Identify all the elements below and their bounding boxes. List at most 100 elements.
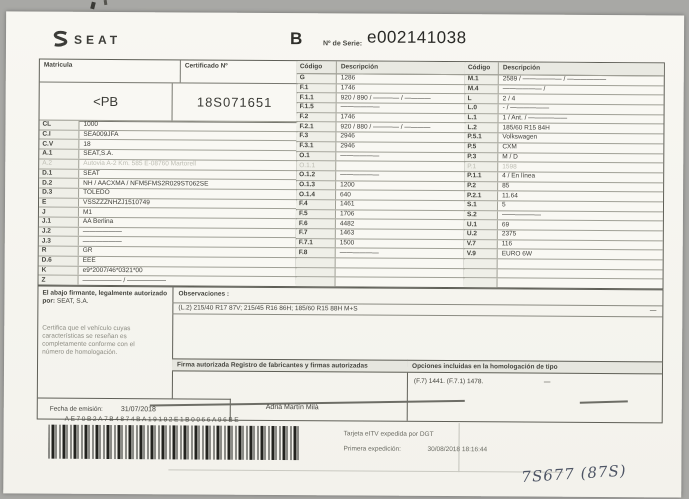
descripcion-header: Descripción — [340, 63, 379, 71]
row-value: 1746 — [340, 84, 356, 92]
row-code: O.1.2 — [296, 170, 337, 180]
codigo-header: Código — [464, 62, 499, 75]
row-code: D.1 — [39, 169, 80, 179]
pen-stroke — [579, 400, 628, 404]
row-code: M.4 — [464, 84, 499, 94]
signature-section: El abajo firmante, legalmente autorizado… — [36, 285, 664, 424]
row-value — [498, 264, 663, 265]
row-code: C.V — [39, 139, 80, 149]
row-code — [295, 277, 336, 287]
row-value — [498, 273, 663, 274]
row-code — [295, 267, 336, 277]
row-code: S.2 — [463, 210, 498, 220]
row-code — [463, 268, 498, 278]
row-value: —————— — [340, 103, 380, 112]
observaciones-row: (L.2) 215/40 R17 87V; 215/45 R16 86H; 18… — [172, 302, 663, 318]
row-code: L.2 — [464, 123, 499, 133]
opciones-value: (F.7) 1441. (F.7.1) 1478. — [413, 377, 484, 386]
row-code — [295, 258, 336, 268]
row-code: F.1.5 — [296, 103, 337, 113]
row-code: CL — [39, 120, 80, 130]
opciones-header: Opciones incluidas en la homologación de… — [406, 359, 663, 375]
row-value — [336, 166, 464, 167]
row-code: A.2 — [39, 159, 80, 169]
observaciones-label: Observaciones : — [178, 290, 230, 298]
divider-line — [168, 469, 564, 473]
row-code: R — [38, 246, 79, 256]
brand-name: SEAT — [73, 32, 122, 47]
row-code: F.2.1 — [296, 122, 337, 132]
observaciones-value: (L.2) 215/40 R17 87V; 215/45 R16 86H; 18… — [178, 304, 358, 313]
row-code: F.8 — [295, 248, 336, 258]
row-code: C.I — [39, 130, 80, 140]
row-code: P.3 — [464, 152, 499, 162]
row-value: 1286 — [340, 74, 356, 82]
row-value — [336, 263, 464, 264]
row-code: P.1 — [464, 162, 499, 172]
right-rows: M.1 2589 / —————— / —————— M.4 —————— / … — [463, 74, 664, 289]
row-code: D.6 — [38, 256, 79, 266]
signature-name: Adrià Martín Milà — [265, 403, 319, 412]
row-code: J — [38, 207, 79, 217]
expedicion-label: Primera expedición: — [343, 445, 401, 453]
row-code: Z — [38, 275, 79, 285]
row-code: J.3 — [38, 236, 79, 246]
row-code: F.4 — [295, 200, 337, 209]
row-code: P.2 — [464, 181, 499, 191]
left-rows: CL 1000 C.I SEA009JFA C.V 18 — [38, 119, 297, 287]
row-code: O.1.1 — [296, 161, 337, 171]
fecha-label: Fecha de emisión: — [49, 405, 103, 413]
row-code: L — [464, 94, 499, 104]
row-code: P.1.1 — [464, 172, 499, 181]
row-code: P.5 — [464, 142, 499, 152]
certificado-value: 18S071651 — [196, 94, 273, 110]
row-code: D.2 — [39, 178, 80, 188]
row-value — [336, 272, 464, 273]
row-value: —————— / —————— — [82, 276, 166, 284]
matricula-value: <PB — [39, 82, 173, 122]
row-value — [498, 283, 663, 284]
document-page: SEAT B Nº de Serie: e002141038 Matricula… — [3, 11, 685, 498]
row-value — [336, 282, 464, 283]
barcode-text: AE70B2A7B4874BA19192E1B0066A96BE — [64, 415, 241, 424]
row-code: F.5 — [295, 209, 336, 219]
row-code: E — [38, 198, 80, 208]
seat-logo: SEAT — [52, 30, 122, 48]
row-code: O.1.3 — [296, 180, 337, 190]
firma-header: Firma autorizada Registro de fabricantes… — [171, 358, 408, 373]
serial-number: e002141038 — [366, 27, 467, 48]
seat-logo-icon — [53, 30, 68, 47]
row-code: V.9 — [463, 249, 498, 259]
row-code: G — [296, 74, 337, 84]
certificado-header-cell: Certificado Nº — [184, 62, 228, 70]
certify-text: Certifica que el vehículo cuyas caracter… — [42, 324, 135, 357]
row-code: P.5.1 — [464, 133, 499, 143]
serial-label: Nº de Serie: — [322, 40, 363, 48]
row-code: F.7 — [295, 229, 336, 239]
row-code: F.1.1 — [296, 93, 337, 103]
codigo-header: Código — [296, 61, 337, 74]
right-block: Código Descripción M.1 2589 / —————— / —… — [463, 62, 664, 289]
row-code: F.2 — [296, 112, 337, 122]
spec-table: Matricula Certificado Nº <PB 18S071651 C… — [37, 58, 665, 290]
matricula-header-cell: Matricula — [39, 59, 181, 83]
row-code: S.1 — [463, 201, 499, 210]
signer-value: SEAT, S.A. — [56, 297, 89, 305]
doc-letter: B — [289, 29, 303, 49]
staple-mark — [90, 1, 96, 10]
row-code: F.3 — [296, 132, 337, 142]
row-code: F.3.1 — [296, 141, 337, 151]
row-code: J.2 — [38, 227, 79, 237]
row-code: J.1 — [38, 217, 79, 227]
descripcion-header: Descripción — [502, 64, 541, 72]
barcode — [48, 424, 301, 461]
row-code: F.1 — [296, 83, 337, 93]
fecha-value: 31/07/2018 — [120, 405, 156, 413]
row-code: L.0 — [464, 104, 499, 114]
tarjeta-eitv-text: Tarjeta eITV expedida por DGT — [343, 430, 434, 438]
staple-mark — [103, 0, 108, 6]
expedicion-value: 30/08/2018 18:16:44 — [427, 445, 488, 454]
row-code: M.1 — [464, 75, 499, 85]
left-block-values: <PB 18S071651 — [39, 82, 297, 124]
opciones-dash: — — [543, 378, 551, 386]
